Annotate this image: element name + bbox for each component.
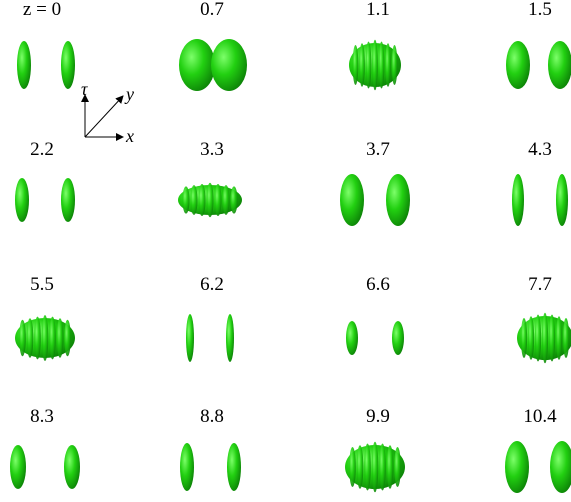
panel-label: 3.3 <box>200 139 224 160</box>
panel-label: z = 0 <box>23 0 61 20</box>
panel-label: 1.1 <box>366 0 390 20</box>
ripple <box>386 445 394 489</box>
panel: 3.3 <box>178 139 242 218</box>
panel: 1.5 <box>506 0 571 89</box>
soliton <box>226 314 234 362</box>
ripple <box>555 316 563 360</box>
panel-label: 9.9 <box>366 406 390 427</box>
ripple <box>19 319 26 357</box>
panel-label: 1.5 <box>528 0 552 20</box>
soliton <box>550 441 571 493</box>
panel-label: 5.5 <box>30 274 54 295</box>
panel: 10.4 <box>505 406 571 493</box>
panel-label: 6.2 <box>200 274 224 295</box>
panel: 6.6 <box>346 274 404 355</box>
ripple <box>26 318 34 358</box>
y-label: y <box>124 84 134 104</box>
ripple <box>534 314 542 362</box>
tau-label: τ <box>81 79 88 99</box>
panel-label: 10.4 <box>523 406 557 427</box>
soliton <box>186 314 194 362</box>
soliton <box>61 178 75 222</box>
panel-label: 8.8 <box>200 406 224 427</box>
soliton <box>506 41 530 89</box>
ripple <box>34 316 41 360</box>
x-label: x <box>125 126 134 146</box>
ripple <box>378 41 385 89</box>
panel: 0.7 <box>179 0 247 91</box>
ripple <box>541 312 549 364</box>
soliton <box>512 174 524 226</box>
ripple <box>371 441 379 493</box>
ripple <box>520 317 528 359</box>
panel: 6.2 <box>186 274 234 362</box>
panel: 3.7 <box>340 139 410 226</box>
ripple <box>41 315 49 361</box>
panel: z = 0 <box>17 0 75 89</box>
ripple <box>198 183 206 217</box>
panel-label: 6.6 <box>366 274 390 295</box>
y-axis <box>84 95 124 138</box>
ripple <box>562 317 570 359</box>
ripple <box>349 446 356 488</box>
ripple <box>527 316 535 360</box>
panel-label: 2.2 <box>30 139 54 160</box>
soliton <box>392 321 404 355</box>
soliton <box>227 443 241 491</box>
ripple <box>365 41 372 89</box>
panel: 8.8 <box>180 406 241 491</box>
ripple <box>372 39 378 91</box>
soliton <box>556 174 568 226</box>
panel: 7.7 <box>517 274 571 364</box>
soliton <box>15 178 29 222</box>
ripple <box>359 43 365 87</box>
soliton <box>386 174 410 226</box>
ripple <box>364 443 371 491</box>
ripple <box>230 186 238 214</box>
ripple <box>394 446 401 488</box>
soliton <box>64 445 80 489</box>
ripple <box>64 319 71 357</box>
axes-icon <box>81 94 124 141</box>
ripple <box>206 182 214 218</box>
panel: 8.3 <box>10 406 80 489</box>
panel: 1.1 <box>349 0 401 91</box>
soliton <box>17 41 31 89</box>
soliton <box>10 445 26 489</box>
ripple <box>548 314 556 362</box>
soliton <box>211 39 247 91</box>
soliton <box>346 321 358 355</box>
panel-label: 4.3 <box>528 139 552 160</box>
soliton <box>505 441 529 493</box>
panel: 4.3 <box>512 139 568 226</box>
ripple <box>385 43 391 87</box>
panel-label: 3.7 <box>366 139 390 160</box>
ripple <box>49 316 56 360</box>
ripple <box>391 44 398 86</box>
ripple <box>190 185 198 215</box>
ripple <box>214 183 222 217</box>
panel: 9.9 <box>345 406 405 493</box>
ripple <box>352 44 359 86</box>
ripple <box>182 186 190 214</box>
panel: 5.5 <box>15 274 75 361</box>
soliton <box>548 41 571 89</box>
panel-label: 0.7 <box>200 0 224 20</box>
panel-label: 8.3 <box>30 406 54 427</box>
soliton <box>179 39 215 91</box>
soliton <box>180 443 194 491</box>
soliton <box>340 174 364 226</box>
ripple <box>379 443 386 491</box>
panel: 2.2 <box>15 139 75 222</box>
panel-label: 7.7 <box>528 274 552 295</box>
ripple <box>222 185 230 215</box>
ripple <box>56 318 64 358</box>
soliton <box>61 41 75 89</box>
ripple <box>356 445 364 489</box>
